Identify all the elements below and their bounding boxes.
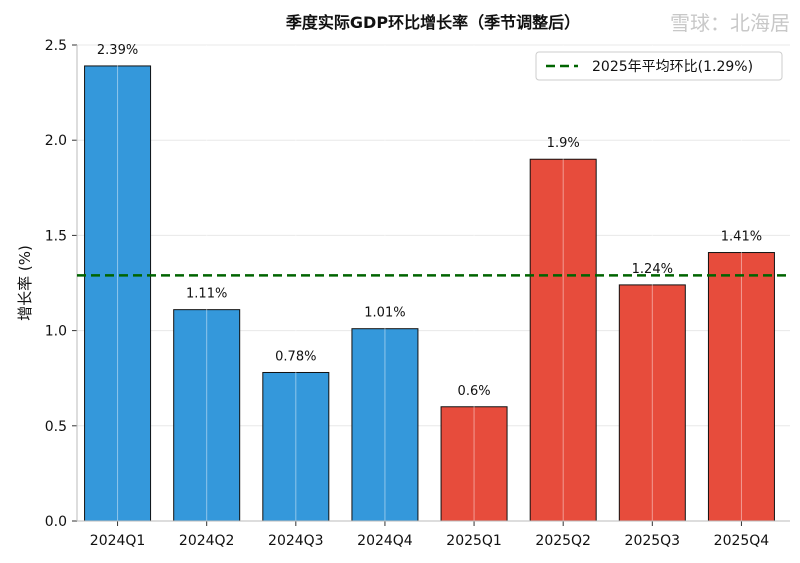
y-tick-label: 0.0: [45, 514, 67, 530]
y-tick-label: 0.5: [45, 419, 67, 435]
bar-2025Q1: [440, 406, 508, 522]
bar-2024Q4: [351, 328, 419, 522]
bars: [84, 65, 775, 522]
y-tick-label: 1.0: [45, 324, 67, 340]
x-tick-label: 2024Q4: [357, 533, 413, 549]
data-label: 2.39%: [97, 43, 138, 58]
x-tick-label: 2024Q1: [90, 533, 146, 549]
data-label: 0.6%: [458, 384, 491, 399]
x-tick-label: 2025Q1: [446, 533, 502, 549]
bar-2024Q2: [173, 309, 241, 522]
y-tick-label: 2.0: [45, 133, 67, 149]
bar-2025Q2: [529, 158, 597, 522]
data-label: 1.41%: [721, 230, 762, 245]
x-tick-label: 2025Q2: [535, 533, 591, 549]
bar-2024Q3: [262, 371, 330, 522]
legend-box: [535, 51, 783, 81]
y-tick-label: 2.5: [45, 38, 67, 54]
axes: 0.0 0.5 1.0 1.5 2.0 2.5 2024Q1 2024Q2 2024Q3 2024…: [45, 38, 790, 549]
bar-2025Q3: [618, 284, 686, 522]
data-label: 1.01%: [364, 306, 405, 321]
bar-2025Q4: [707, 252, 775, 522]
data-labels: 2.39% 1.11% 0.78% 1.01% 0.6% 1.9% 1.24% 1.41%: [97, 43, 762, 399]
data-label: 1.24%: [632, 262, 673, 277]
y-tick-label: 1.5: [45, 228, 67, 244]
data-label: 1.9%: [547, 136, 580, 151]
data-label: 1.11%: [186, 287, 227, 302]
data-label: 0.78%: [275, 349, 316, 364]
y-axis-label: 增长率 (%): [16, 245, 34, 321]
x-tick-label: 2025Q3: [625, 533, 681, 549]
x-tick-label: 2025Q4: [714, 533, 770, 549]
chart-title: 季度实际GDP环比增长率（季节调整后）: [285, 13, 580, 32]
x-tick-label: 2024Q3: [268, 533, 324, 549]
vertical-grid: [117, 45, 742, 521]
x-tick-label: 2024Q2: [179, 533, 235, 549]
watermark: 雪球：北海居: [670, 11, 790, 35]
legend: 2025年平均环比(1.29%): [535, 51, 783, 81]
legend-label: 2025年平均环比(1.29%): [592, 59, 753, 75]
